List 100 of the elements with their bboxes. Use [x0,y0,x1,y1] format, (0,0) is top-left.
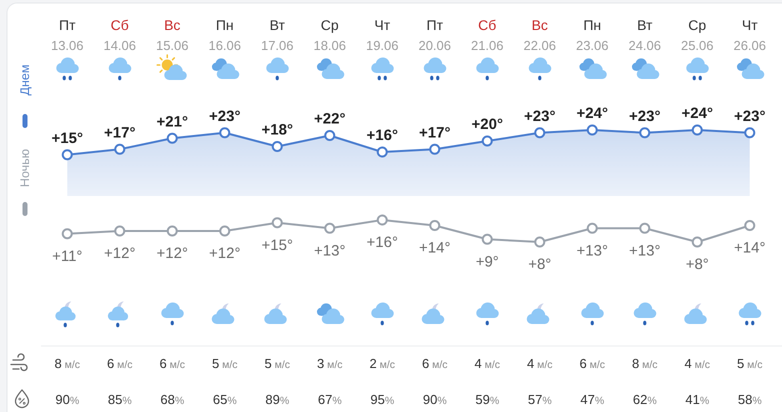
data-label: +13° [576,242,608,260]
point [586,124,598,136]
point [586,222,598,234]
text: 47% [580,392,604,407]
data-label: +16° [366,234,398,251]
text: 4 м/с [684,356,710,371]
x-tick-label: Вт 17.06 [260,17,294,53]
text: 5 м/с [212,356,238,371]
data-label: +18° [262,122,293,138]
data-label: +13° [629,242,660,260]
point [166,226,178,236]
data-label: +24° [682,105,713,122]
data-label: +13° [314,242,346,260]
point [429,220,440,231]
text: 67% [318,392,342,407]
data-label: +23° [209,108,240,125]
point [534,127,546,138]
text: 89% [265,392,290,407]
text: 6 м/с [422,356,448,371]
point [692,124,703,136]
text: 58% [738,392,762,407]
point [272,141,283,152]
point [744,220,756,231]
point [219,127,230,138]
data-label: +12° [209,245,240,262]
data-label: +23° [734,108,766,125]
point [62,149,73,160]
data-label: +14° [734,240,766,256]
text: 6 м/с [106,356,133,371]
point [376,146,388,158]
text: 8 м/с [54,356,80,371]
data-label: +14° [419,240,450,256]
point [482,136,493,146]
text: 41% [685,392,710,407]
x-tick-label: Ср 25.06 [680,17,714,53]
x-tick-label: Вс 15.06 [156,17,189,53]
data-label: +9° [476,253,499,270]
text: 57% [528,392,552,407]
data-label: +12° [156,245,188,262]
point [324,222,336,234]
text: Ночью [18,148,32,188]
text: 95% [370,392,394,407]
point [272,217,283,228]
text: 3 м/с [316,356,343,371]
point [482,234,493,245]
text: Днем [18,64,32,96]
data-label: +17° [104,124,136,142]
text: 5 м/с [736,356,763,371]
point [324,130,336,141]
data-label: +17° [419,124,450,142]
point [429,144,440,155]
point [219,226,230,236]
data-label: +16° [366,127,398,144]
point [744,127,756,138]
x-tick-label: Сб 21.06 [470,17,504,53]
data-label: +8° [686,256,709,273]
text: 6 м/с [579,356,606,371]
data-label: +23° [524,108,556,125]
data-label: +15° [262,236,293,254]
x-tick-label: Пт 13.06 [50,17,84,53]
x-tick-label: Пт 20.06 [418,17,452,53]
data-label: +20° [472,116,503,133]
point [114,226,126,236]
text: 4 м/с [474,356,500,371]
text: 6 м/с [159,356,186,371]
point [692,236,703,248]
point [62,228,73,240]
x-tick-label: Ср 18.06 [313,17,346,53]
text: 90% [422,392,447,407]
point [114,144,126,155]
text: 8 м/с [632,356,658,371]
x-tick-label: Сб 14.06 [103,17,136,53]
data-label: +23° [629,108,660,125]
text: 4 м/с [526,356,553,371]
data-label: +11° [52,248,82,265]
x-tick-label: Чт 19.06 [366,17,399,53]
text: 90% [55,392,80,407]
point [639,222,650,234]
x-tick-label: Вт 24.06 [628,17,662,53]
x-tick-label: Вс 22.06 [523,17,556,53]
point [166,132,178,144]
data-label: +8° [528,256,552,273]
x-tick-label: Пн 23.06 [576,17,609,53]
data-label: +15° [52,130,83,147]
x-tick-label: Пн 16.06 [208,17,242,53]
text: 65% [212,392,237,407]
text: 59% [475,392,500,407]
text: 5 м/с [264,356,290,371]
text: 85% [108,392,132,407]
data-label: +24° [576,105,608,122]
text: 62% [632,392,657,407]
point [534,236,546,248]
text: 2 м/с [369,356,396,371]
data-label: +22° [314,110,346,128]
data-label: +12° [104,245,136,262]
data-label: +21° [156,113,188,130]
x-tick-label: Чт 26.06 [733,17,766,53]
text: 68% [160,392,184,407]
point [376,214,388,226]
point [639,127,650,138]
